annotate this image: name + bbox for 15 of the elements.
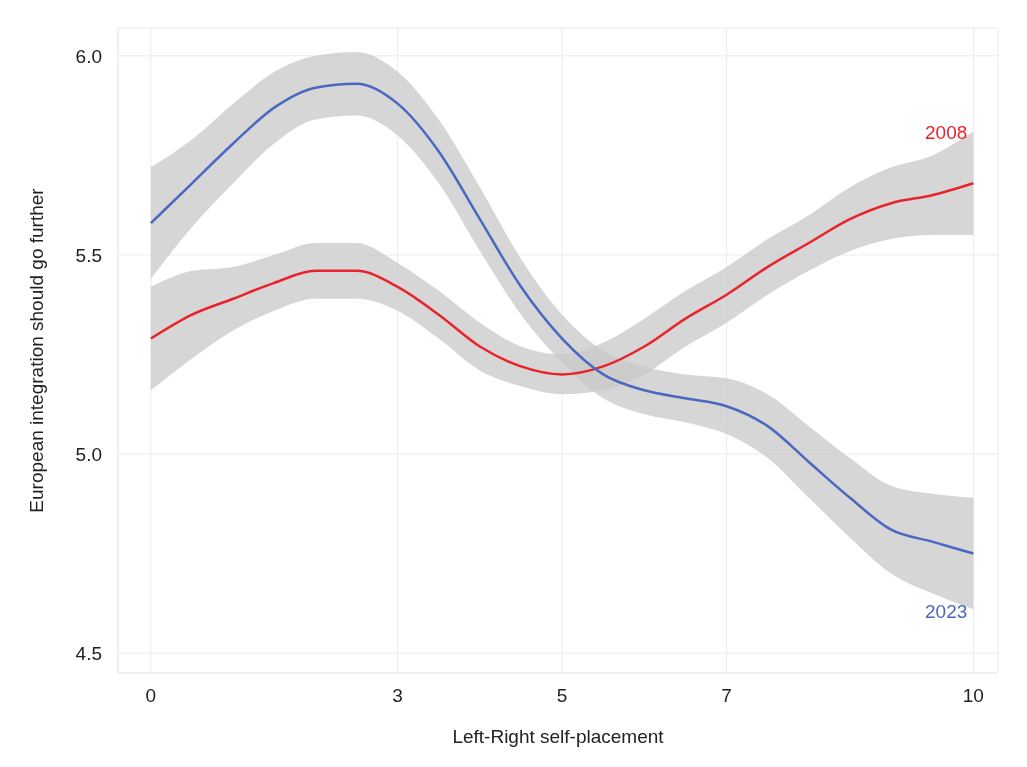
y-axis-title: European integration should go further [25,187,47,513]
y-tick-label: 5.0 [75,443,102,465]
text: 2023 [925,600,968,622]
x-tick-label: 3 [392,685,403,707]
y-tick-label: 6.0 [75,45,102,67]
x-axis-title: Left-Right self-placement [452,726,665,747]
x-tick-label: 0 [145,685,157,707]
line-series [149,82,975,555]
y-tick-label: 4.5 [75,642,102,664]
x-tick-label: 10 [962,685,984,707]
x-tick-label: 5 [556,685,568,707]
line-series [149,182,975,376]
text: 2008 [925,122,968,144]
x-tick-label: 7 [721,685,732,707]
y-tick-label: 5.5 [75,244,102,266]
